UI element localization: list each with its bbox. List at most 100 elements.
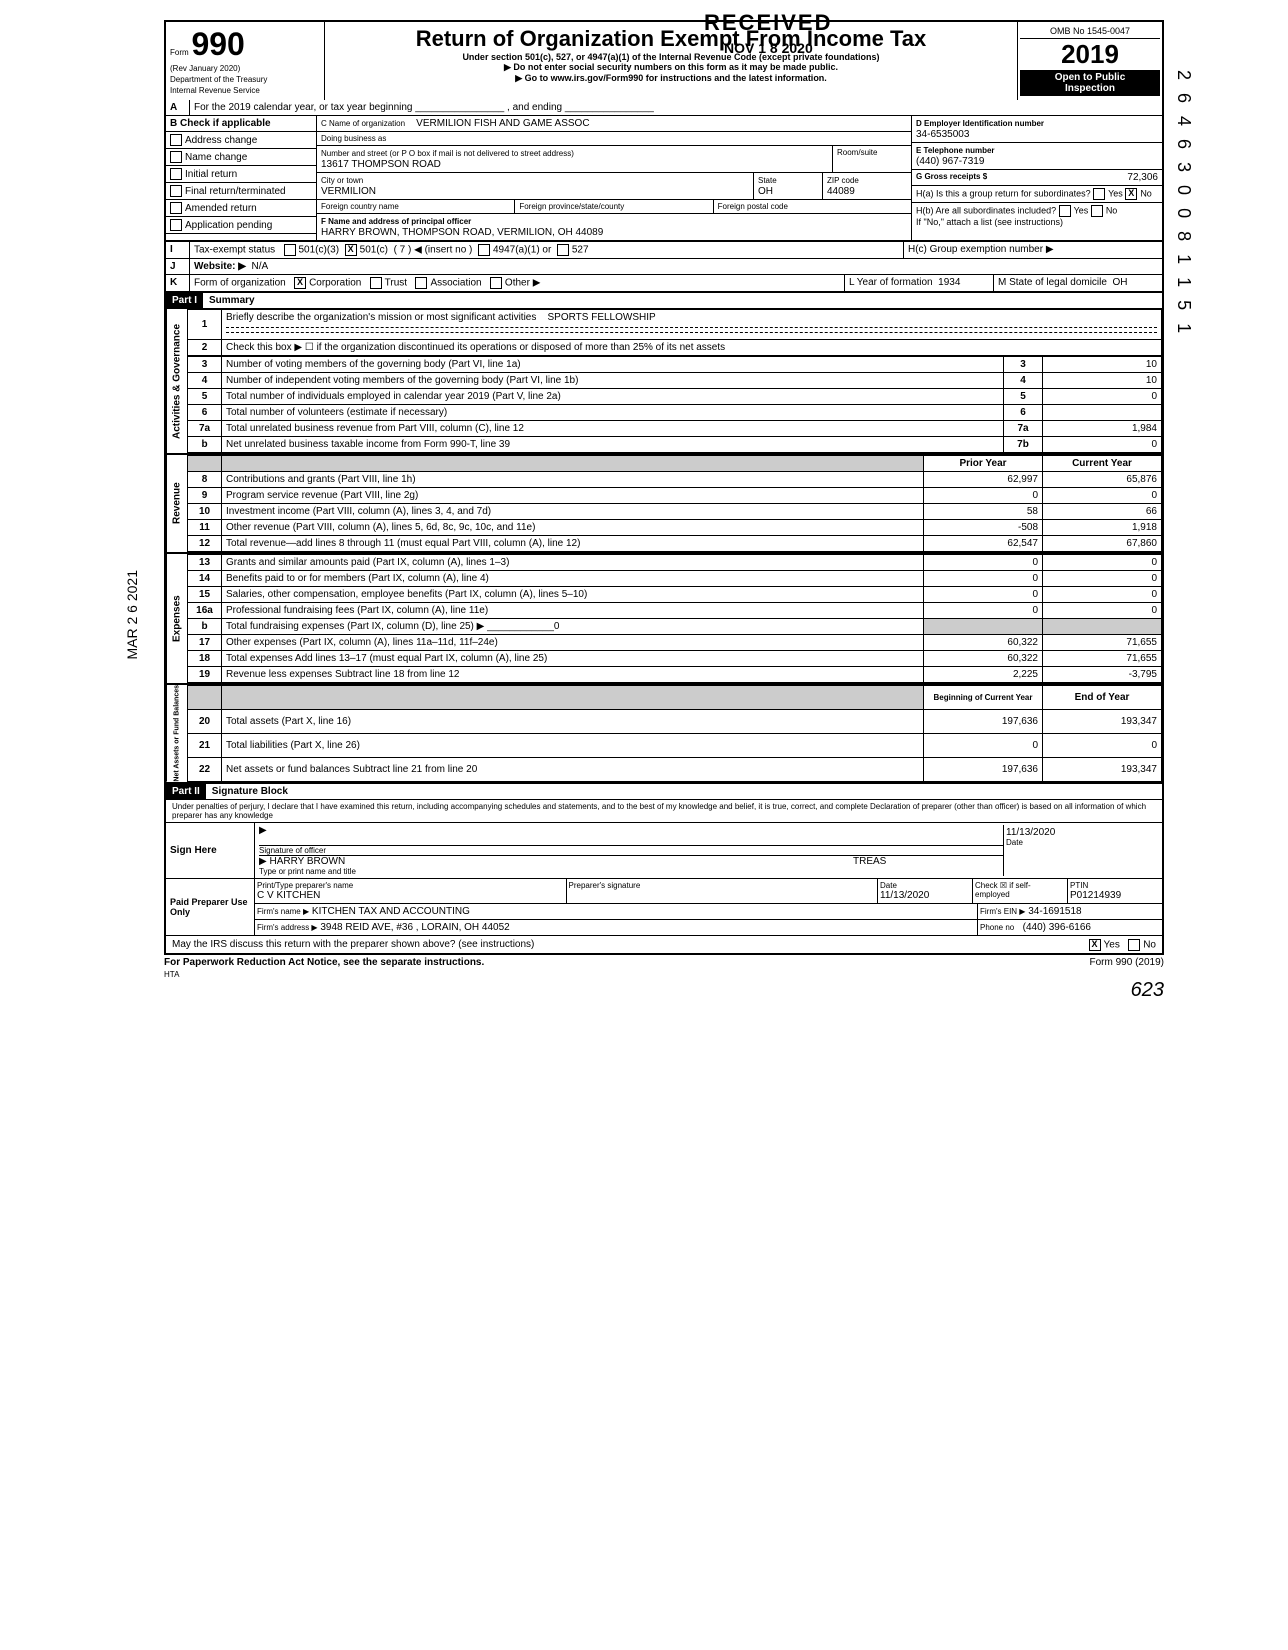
i-527[interactable]	[557, 244, 569, 256]
form-footer: Form 990 (2019)	[1090, 957, 1164, 968]
assoc-text: Association	[430, 278, 481, 289]
firm-addr-label: Firm's address ▶	[257, 923, 318, 932]
check-label: Name change	[185, 152, 247, 163]
c-name-label: C Name of organization	[321, 119, 405, 128]
check-item: Final return/terminated	[166, 183, 316, 200]
checkbox[interactable]	[170, 219, 182, 231]
check-label: Application pending	[185, 220, 272, 231]
margin-left-date: MAR 2 6 2021	[124, 570, 140, 660]
firm-ein-label: Firm's EIN ▶	[980, 907, 1025, 916]
discuss-yes[interactable]	[1089, 939, 1101, 951]
checkbox[interactable]	[170, 202, 182, 214]
prep-date: 11/13/2020	[880, 890, 970, 901]
no-text: No	[1140, 188, 1152, 198]
stamp-date: NOV 1 8 2020	[724, 40, 813, 56]
perjury: Under penalties of perjury, I declare th…	[166, 800, 1162, 823]
paperwork: For Paperwork Reduction Act Notice, see …	[164, 957, 484, 968]
foreign-postal: Foreign postal code	[714, 200, 911, 213]
form-header: Form 990 (Rev January 2020) Department o…	[164, 20, 1164, 100]
foreign-country: Foreign country name	[317, 200, 515, 213]
form-number: 990	[191, 26, 244, 62]
open-public-1: Open to Public	[1055, 72, 1126, 83]
ein: 34-6535003	[916, 129, 969, 140]
part2-title: Signature Block	[206, 784, 294, 799]
discuss-no-text: No	[1143, 939, 1156, 950]
checkbox[interactable]	[170, 151, 182, 163]
vert-expenses: Expenses	[166, 554, 187, 683]
open-public-2: Inspection	[1065, 83, 1115, 94]
officer-title: TREAS	[853, 856, 1003, 867]
check-header: Check if applicable	[180, 118, 271, 129]
street-label: Number and street (or P O box if mail is…	[321, 149, 574, 158]
i-4947[interactable]	[478, 244, 490, 256]
website: N/A	[252, 261, 269, 272]
margin-right: 2 6 4 6 3 0 0 8 1 1 5 1	[1173, 70, 1194, 337]
subtitle3: ▶ Go to www.irs.gov/Form990 for instruct…	[329, 73, 1013, 84]
check-item: Application pending	[166, 217, 316, 234]
firm-name-label: Firm's name ▶	[257, 907, 309, 916]
m-label: M State of legal domicile	[998, 277, 1107, 288]
k-trust[interactable]	[370, 277, 382, 289]
check-label: Initial return	[185, 169, 237, 180]
k-assoc[interactable]	[415, 277, 427, 289]
hb-yes[interactable]	[1059, 205, 1071, 217]
check-item: Name change	[166, 149, 316, 166]
ha-label: H(a) Is this a group return for subordin…	[916, 188, 1091, 198]
subtitle1: Under section 501(c), 527, or 4947(a)(1)…	[329, 52, 1013, 62]
opt-501c: 501(c)	[360, 245, 388, 256]
phone-label: Phone no	[980, 923, 1014, 932]
state: OH	[758, 186, 773, 197]
check-label: Address change	[185, 135, 257, 146]
firm-ein: 34-1691518	[1028, 906, 1081, 917]
yes-text2: Yes	[1074, 205, 1089, 215]
sig-date: 11/13/2020	[1006, 827, 1156, 838]
ha-no[interactable]	[1125, 188, 1137, 200]
mission: SPORTS FELLOWSHIP	[548, 312, 656, 323]
paid-preparer: Paid Preparer Use Only	[166, 879, 255, 935]
phone: (440) 967-7319	[916, 156, 984, 167]
j-label: Website: ▶	[194, 261, 246, 272]
h-note: If "No," attach a list (see instructions…	[916, 217, 1063, 227]
checkbox[interactable]	[170, 168, 182, 180]
i-501c3[interactable]	[284, 244, 296, 256]
check-item: Amended return	[166, 200, 316, 217]
i-501c[interactable]	[345, 244, 357, 256]
line1-label: Briefly describe the organization's miss…	[226, 312, 536, 323]
form-irs: Internal Revenue Service	[170, 86, 260, 95]
other-text: Other ▶	[505, 278, 540, 289]
checkbox[interactable]	[170, 134, 182, 146]
checkbox[interactable]	[170, 185, 182, 197]
officer-name: HARRY BROWN	[269, 856, 345, 867]
title-main: Return of Organization Exempt From Incom…	[329, 26, 1013, 52]
zip: 44089	[827, 186, 855, 197]
line-a-text: For the 2019 calendar year, or tax year …	[190, 100, 1162, 115]
vert-revenue: Revenue	[166, 455, 187, 552]
prep-name: C V KITCHEN	[257, 890, 564, 901]
domicile: OH	[1113, 277, 1128, 288]
zip-label: ZIP code	[827, 176, 859, 185]
opt-527: 527	[572, 245, 589, 256]
discuss-yes-text: Yes	[1104, 939, 1120, 950]
part2-header: Part II	[166, 784, 206, 799]
ptin-label: PTIN	[1070, 881, 1160, 890]
trust-text: Trust	[385, 278, 407, 289]
prep-sig-label: Preparer's signature	[569, 881, 876, 890]
k-other[interactable]	[490, 277, 502, 289]
discuss-no[interactable]	[1128, 939, 1140, 951]
handwritten-num: 623	[164, 979, 1164, 1002]
yes-text: Yes	[1108, 188, 1123, 198]
gross-receipts: 72,306	[1127, 172, 1158, 183]
line2: Check this box ▶ ☐ if the organization d…	[222, 340, 1162, 356]
firm-addr: 3948 REID AVE, #36 , LORAIN, OH 44052	[320, 922, 509, 933]
k-label: Form of organization	[194, 278, 286, 289]
insert-no: ( 7 ) ◀ (insert no )	[394, 245, 473, 256]
dba-label: Doing business as	[317, 132, 911, 145]
prep-date-label: Date	[880, 881, 970, 890]
ha-yes[interactable]	[1093, 188, 1105, 200]
l-label: L Year of formation	[849, 277, 933, 288]
hb-no[interactable]	[1091, 205, 1103, 217]
check-self: Check ☒ if self-employed	[973, 879, 1068, 903]
e-label: E Telephone number	[916, 146, 995, 155]
k-corp[interactable]	[294, 277, 306, 289]
type-name-label: Type or print name and title	[259, 867, 1003, 876]
